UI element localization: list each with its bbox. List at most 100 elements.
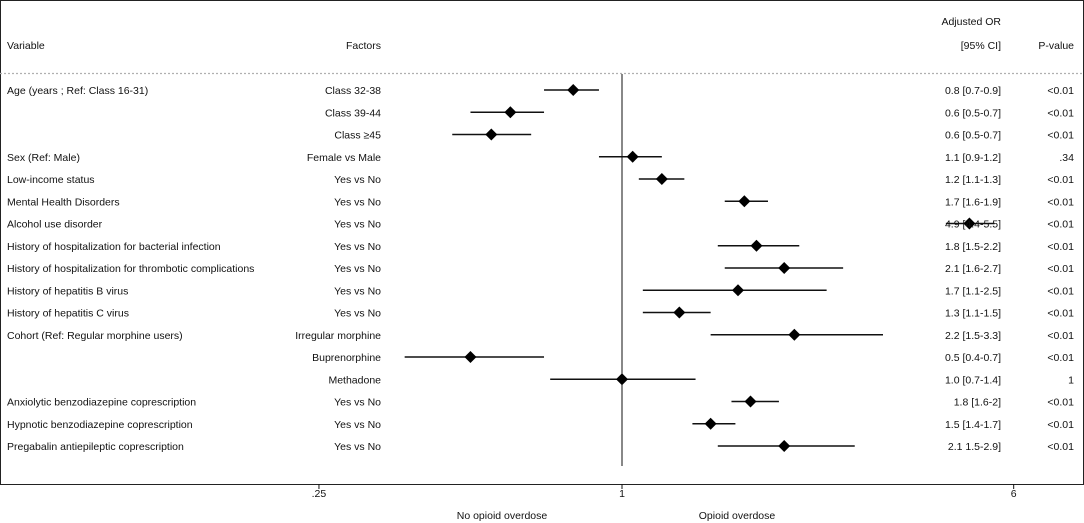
forest-row: Low-income status Yes vs No 1.2 [1.1-1.3] <… xyxy=(7,173,1074,186)
point-estimate-marker xyxy=(464,351,477,363)
row-pvalue-text: 1 xyxy=(1068,374,1074,386)
point-estimate-marker xyxy=(504,106,517,119)
row-factor-label: Yes vs No xyxy=(334,241,381,253)
row-factor-label: Yes vs No xyxy=(334,397,381,409)
row-pvalue-text: <0.01 xyxy=(1047,241,1074,253)
forest-row: Anxiolytic benzodiazepine coprescription… xyxy=(7,395,1074,409)
forest-row: History of hospitalization for bacterial… xyxy=(7,239,1074,253)
annotation-no-opioid-overdose: No opioid overdose xyxy=(457,510,548,522)
row-variable-label: Low-income status xyxy=(7,174,95,186)
row-variable-label: History of hepatitis C virus xyxy=(7,308,129,320)
forest-row: History of hospitalization for thromboti… xyxy=(7,262,1074,275)
row-or-ci-text: 0.5 [0.4-0.7] xyxy=(945,352,1001,364)
row-factor-label: Yes vs No xyxy=(334,441,381,453)
forest-row: History of hepatitis C virus Yes vs No 1.3… xyxy=(7,306,1074,320)
row-or-ci-text: 1.7 [1.1-2.5] xyxy=(945,285,1001,297)
row-factor-label: Yes vs No xyxy=(334,219,381,231)
x-tick-label: 6 xyxy=(1011,488,1017,500)
row-pvalue-text: .34 xyxy=(1059,152,1074,164)
row-factor-label: Class ≥45 xyxy=(334,130,381,142)
row-variable-label: Cohort (Ref: Regular morphine users) xyxy=(7,330,183,342)
row-variable-label: History of hospitalization for thromboti… xyxy=(7,263,254,275)
annotation-opioid-overdose: Opioid overdose xyxy=(699,510,776,522)
row-variable-label: Alcohol use disorder xyxy=(7,219,103,231)
row-variable-label: Anxiolytic benzodiazepine coprescription xyxy=(7,397,196,409)
row-variable-label: Mental Health Disorders xyxy=(7,196,120,208)
row-pvalue-text: <0.01 xyxy=(1047,263,1074,275)
row-factor-label: Yes vs No xyxy=(334,285,381,297)
row-factor-label: Yes vs No xyxy=(334,419,381,431)
row-or-ci-text: 1.8 [1.6-2] xyxy=(954,397,1001,409)
point-estimate-marker xyxy=(626,150,639,163)
row-pvalue-text: <0.01 xyxy=(1047,85,1074,97)
forest-row: Alcohol use disorder Yes vs No 4.9 [4.4-5.… xyxy=(7,217,1074,231)
row-pvalue-text: <0.01 xyxy=(1047,285,1074,297)
point-estimate-marker xyxy=(738,195,751,208)
header-ci: [95% CI] xyxy=(961,40,1001,52)
row-or-ci-text: 1.1 [0.9-1.2] xyxy=(945,152,1001,164)
row-factor-label: Class 32-38 xyxy=(325,85,381,97)
row-or-ci-text: 1.5 [1.4-1.7] xyxy=(945,419,1001,431)
row-or-ci-text: 1.3 [1.1-1.5] xyxy=(945,308,1001,320)
row-pvalue-text: <0.01 xyxy=(1047,352,1074,364)
point-estimate-marker xyxy=(788,328,801,341)
row-pvalue-text: <0.01 xyxy=(1047,196,1074,208)
row-pvalue-text: <0.01 xyxy=(1047,419,1074,431)
row-variable-label: Pregabalin antiepileptic coprescription xyxy=(7,441,184,453)
row-pvalue-text: <0.01 xyxy=(1047,130,1074,142)
row-variable-label: Sex (Ref: Male) xyxy=(7,152,80,164)
header-variable: Variable xyxy=(7,40,45,52)
row-pvalue-text: <0.01 xyxy=(1047,107,1074,119)
point-estimate-marker xyxy=(485,128,498,141)
row-or-ci-text: 0.6 [0.5-0.7] xyxy=(945,107,1001,119)
row-or-ci-text: 1.2 [1.1-1.3] xyxy=(945,174,1001,186)
point-estimate-marker xyxy=(616,373,628,386)
point-estimate-marker xyxy=(750,239,763,252)
point-estimate-marker xyxy=(567,84,580,96)
row-pvalue-text: <0.01 xyxy=(1047,308,1074,320)
row-factor-label: Yes vs No xyxy=(334,196,381,208)
row-or-ci-text: 2.1 [1.6-2.7] xyxy=(945,263,1001,275)
row-factor-label: Female vs Male xyxy=(307,152,381,164)
forest-row: Buprenorphine 0.5 [0.4-0.7] <0.01 xyxy=(312,351,1074,364)
row-or-ci-text: 0.8 [0.7-0.9] xyxy=(945,85,1001,97)
row-or-ci-text: 2.2 [1.5-3.3] xyxy=(945,330,1001,342)
x-tick-label: .25 xyxy=(312,488,327,500)
header-pvalue: P-value xyxy=(1038,40,1074,52)
row-or-ci-text: 1.8 [1.5-2.2] xyxy=(945,241,1001,253)
forest-row: Mental Health Disorders Yes vs No 1.7 [1.6… xyxy=(7,195,1074,208)
header-factors: Factors xyxy=(346,40,381,52)
row-factor-label: Yes vs No xyxy=(334,174,381,186)
row-factor-label: Irregular morphine xyxy=(295,330,381,342)
row-pvalue-text: <0.01 xyxy=(1047,330,1074,342)
forest-row: Class ≥45 0.6 [0.5-0.7] <0.01 xyxy=(334,128,1074,142)
forest-row: Sex (Ref: Male) Female vs Male 1.1 [0.9-1.… xyxy=(7,150,1074,164)
row-pvalue-text: <0.01 xyxy=(1047,174,1074,186)
row-or-ci-text: 0.6 [0.5-0.7] xyxy=(945,130,1001,142)
row-pvalue-text: <0.01 xyxy=(1047,219,1074,231)
forest-row: Class 39-44 0.6 [0.5-0.7] <0.01 xyxy=(325,106,1074,119)
row-factor-label: Buprenorphine xyxy=(312,352,381,364)
forest-row: Methadone 1.0 [0.7-1.4] 1 xyxy=(328,373,1074,386)
forest-row: History of hepatitis B virus Yes vs No 1.7… xyxy=(7,284,1074,297)
point-estimate-marker xyxy=(963,217,976,230)
point-estimate-marker xyxy=(704,417,717,430)
row-variable-label: History of hospitalization for bacterial… xyxy=(7,241,221,253)
row-or-ci-text: 4.9 [4.4-5.5] xyxy=(945,219,1001,231)
row-or-ci-text: 1.0 [0.7-1.4] xyxy=(945,374,1001,386)
forest-row: Cohort (Ref: Regular morphine users) Irre… xyxy=(7,328,1074,342)
point-estimate-marker xyxy=(778,262,791,274)
forest-row: Pregabalin antiepileptic coprescription Y… xyxy=(7,440,1074,453)
point-estimate-marker xyxy=(655,173,668,185)
forest-row: Age (years ; Ref: Class 16-31) Class 32-3… xyxy=(7,84,1074,97)
row-variable-label: Age (years ; Ref: Class 16-31) xyxy=(7,85,148,97)
point-estimate-marker xyxy=(778,440,791,452)
row-or-ci-text: 2.1 1.5-2.9] xyxy=(948,441,1001,453)
forest-row: Hypnotic benzodiazepine coprescription Ye… xyxy=(7,417,1074,431)
row-pvalue-text: <0.01 xyxy=(1047,441,1074,453)
row-factor-label: Class 39-44 xyxy=(325,107,381,119)
row-factor-label: Yes vs No xyxy=(334,263,381,275)
row-factor-label: Yes vs No xyxy=(334,308,381,320)
header-adjusted-or: Adjusted OR xyxy=(941,16,1001,28)
